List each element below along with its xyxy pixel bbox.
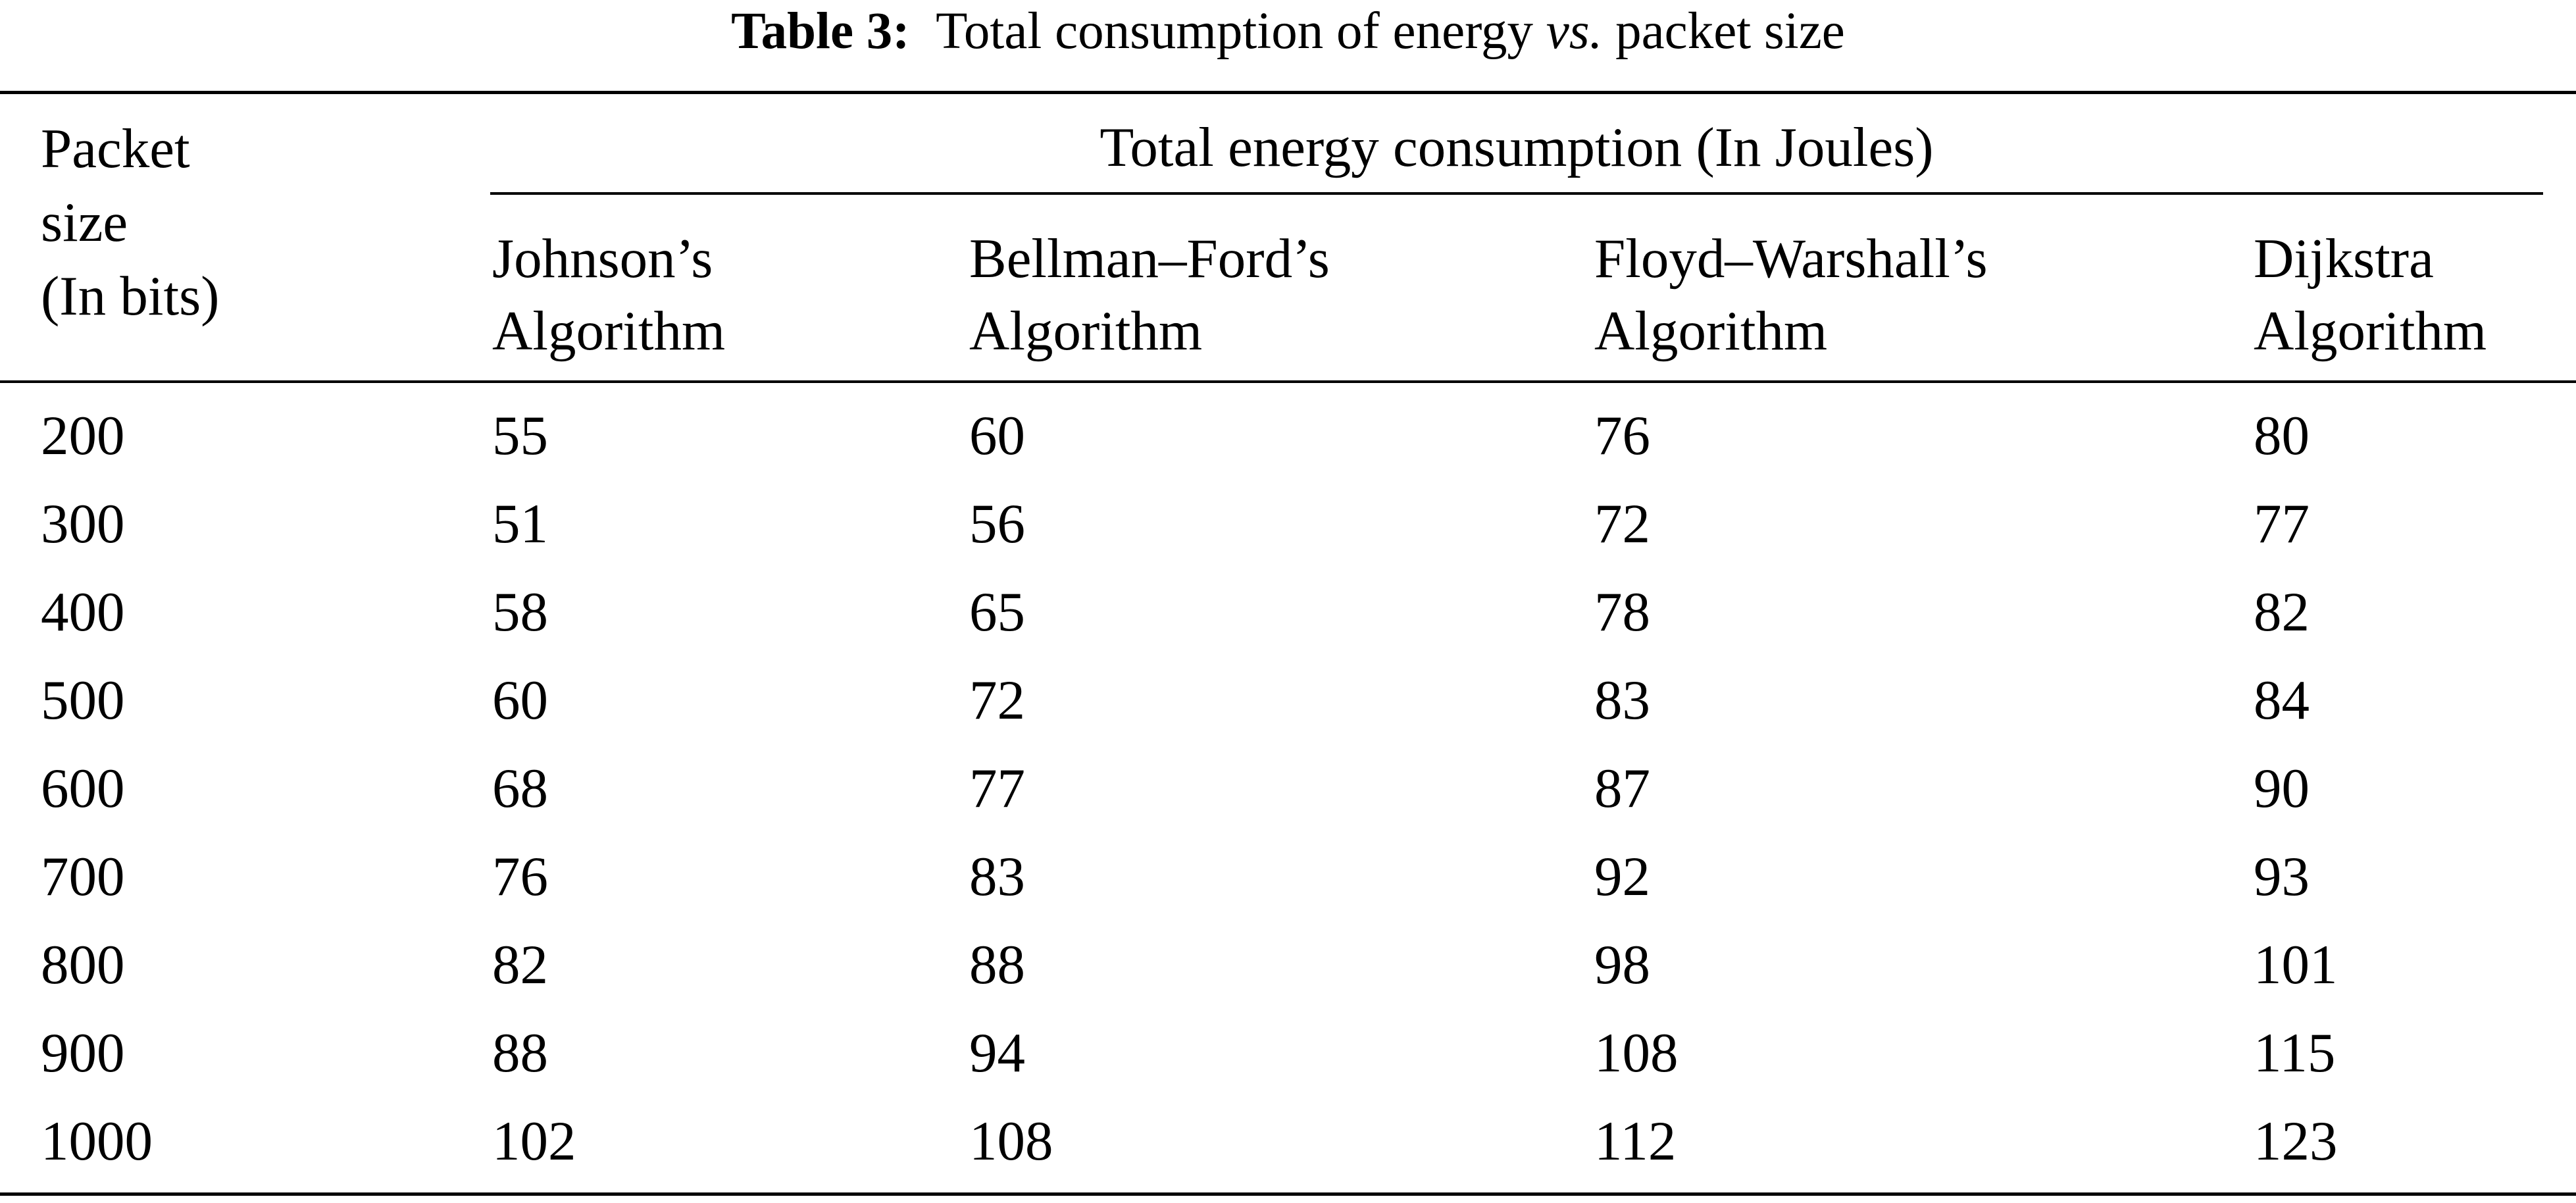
table-row: 800 82 88 98 101 <box>0 929 2576 1017</box>
column-header-line: Bellman–Ford’s <box>969 228 1330 290</box>
table-cell-bellman-ford: 94 <box>969 1022 1025 1084</box>
table-cell-packet-size: 900 <box>41 1022 125 1084</box>
table-cell-johnson: 58 <box>492 581 548 643</box>
table-cell-packet-size: 700 <box>41 846 125 908</box>
header-bottom-rule <box>0 380 2576 383</box>
column-header-bellman-ford: Bellman–Ford’s Algorithm <box>969 222 1330 367</box>
table-cell-bellman-ford: 60 <box>969 405 1025 467</box>
table-cell-packet-size: 500 <box>41 669 125 731</box>
column-header-floyd-warshall: Floyd–Warshall’s Algorithm <box>1594 222 1988 367</box>
table-cell-floyd-warshall: 76 <box>1594 405 1650 467</box>
column-header-line: Algorithm <box>2254 300 2487 362</box>
caption-text: Total consumption of energy <box>936 3 1546 60</box>
table-cell-packet-size: 1000 <box>41 1110 153 1172</box>
table-cell-floyd-warshall: 78 <box>1594 581 1650 643</box>
table-cell-johnson: 55 <box>492 405 548 467</box>
group-header: Total energy consumption (In Joules) <box>1099 116 1934 178</box>
table-cell-johnson: 102 <box>492 1110 576 1172</box>
table-cell-bellman-ford: 65 <box>969 581 1025 643</box>
table-cell-packet-size: 800 <box>41 934 125 996</box>
table-cell-dijkstra: 93 <box>2254 846 2310 908</box>
table-cell-bellman-ford: 108 <box>969 1110 1053 1172</box>
group-header-rule <box>490 192 2543 195</box>
table-cell-johnson: 82 <box>492 934 548 996</box>
table-row: 700 76 83 92 93 <box>0 841 2576 929</box>
table-bottom-rule <box>0 1192 2576 1196</box>
table-cell-bellman-ford: 77 <box>969 757 1025 819</box>
column-header-line: Johnson’s <box>492 228 713 290</box>
column-header-johnson: Johnson’s Algorithm <box>492 222 725 367</box>
table-cell-packet-size: 600 <box>41 757 125 819</box>
caption-label: Table 3: <box>731 3 910 60</box>
table-cell-dijkstra: 123 <box>2254 1110 2338 1172</box>
column-header-line: Floyd–Warshall’s <box>1594 228 1988 290</box>
column-header-dijkstra: Dijkstra Algorithm <box>2254 222 2487 367</box>
table-row: 300 51 56 72 77 <box>0 488 2576 576</box>
table-cell-dijkstra: 77 <box>2254 493 2310 555</box>
table-cell-floyd-warshall: 112 <box>1594 1110 1677 1172</box>
stub-header-line: Packet <box>41 118 190 180</box>
table-cell-johnson: 51 <box>492 493 548 555</box>
table-cell-bellman-ford: 72 <box>969 669 1025 731</box>
table-cell-packet-size: 200 <box>41 405 125 467</box>
table-row: 200 55 60 76 80 <box>0 400 2576 488</box>
table-cell-dijkstra: 101 <box>2254 934 2338 996</box>
table-cell-dijkstra: 84 <box>2254 669 2310 731</box>
table-caption: Table 3: Total consumption of energy vs.… <box>0 0 2576 72</box>
table-cell-floyd-warshall: 83 <box>1594 669 1650 731</box>
table-cell-packet-size: 300 <box>41 493 125 555</box>
column-header-line: Algorithm <box>1594 300 1828 362</box>
table-row: 1000 102 108 112 123 <box>0 1106 2576 1194</box>
table-top-rule <box>0 91 2576 94</box>
table-row: 600 68 77 87 90 <box>0 753 2576 841</box>
stub-header-line: size <box>41 192 128 253</box>
caption-italic-text: vs. <box>1546 3 1603 60</box>
table-cell-johnson: 76 <box>492 846 548 908</box>
stub-header: Packet size (In bits) <box>41 112 219 333</box>
table-cell-floyd-warshall: 72 <box>1594 493 1650 555</box>
table-cell-dijkstra: 80 <box>2254 405 2310 467</box>
table-cell-bellman-ford: 88 <box>969 934 1025 996</box>
stub-header-line: (In bits) <box>41 265 220 327</box>
table-cell-johnson: 68 <box>492 757 548 819</box>
table-cell-dijkstra: 115 <box>2254 1022 2336 1084</box>
column-header-line: Algorithm <box>969 300 1203 362</box>
table-row: 500 60 72 83 84 <box>0 665 2576 753</box>
table-cell-floyd-warshall: 98 <box>1594 934 1650 996</box>
table-cell-johnson: 88 <box>492 1022 548 1084</box>
table-cell-dijkstra: 82 <box>2254 581 2310 643</box>
table-row: 400 58 65 78 82 <box>0 576 2576 665</box>
table-cell-floyd-warshall: 92 <box>1594 846 1650 908</box>
table-cell-bellman-ford: 83 <box>969 846 1025 908</box>
table-cell-dijkstra: 90 <box>2254 757 2310 819</box>
table-cell-floyd-warshall: 87 <box>1594 757 1650 819</box>
table-cell-floyd-warshall: 108 <box>1594 1022 1679 1084</box>
column-header-line: Algorithm <box>492 300 726 362</box>
caption-text-end: packet size <box>1602 3 1845 60</box>
table-row: 900 88 94 108 115 <box>0 1017 2576 1106</box>
column-header-line: Dijkstra <box>2254 228 2434 290</box>
table-cell-bellman-ford: 56 <box>969 493 1025 555</box>
table-cell-packet-size: 400 <box>41 581 125 643</box>
table-cell-johnson: 60 <box>492 669 548 731</box>
